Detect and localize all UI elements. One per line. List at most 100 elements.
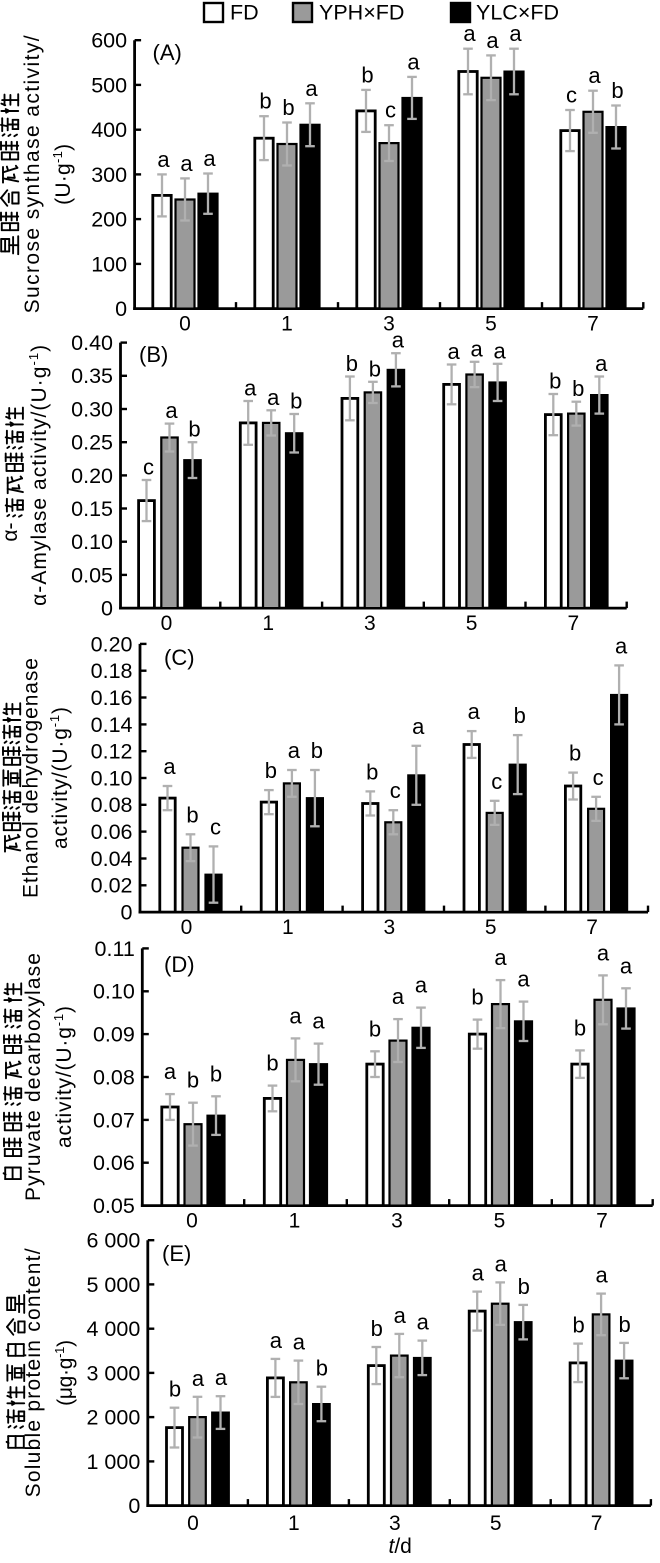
svg-text:YPH×FD: YPH×FD (319, 1, 404, 25)
svg-text:c: c (210, 814, 221, 839)
svg-text:a: a (509, 21, 522, 46)
svg-text:1: 1 (281, 313, 293, 336)
svg-text:400: 400 (91, 118, 127, 142)
svg-text:0.08: 0.08 (93, 1065, 135, 1089)
svg-text:α-Amylase activity/(U·g-1): α-Amylase activity/(U·g-1) (26, 345, 51, 606)
svg-text:b: b (569, 741, 581, 766)
svg-text:b: b (186, 802, 198, 827)
svg-text:a: a (270, 1328, 283, 1353)
svg-text:a: a (305, 76, 318, 101)
svg-text:0.10: 0.10 (71, 530, 113, 554)
svg-text:b: b (618, 1312, 630, 1337)
svg-text:Ethanol dehydrogenase: Ethanol dehydrogenase (20, 658, 43, 898)
svg-text:0: 0 (128, 1494, 140, 1518)
svg-text:(A): (A) (153, 40, 182, 65)
svg-text:YLC×FD: YLC×FD (476, 1, 559, 25)
svg-text:α-: α- (0, 523, 22, 542)
svg-text:3: 3 (391, 1210, 403, 1233)
svg-text:b: b (346, 351, 358, 376)
svg-text:600: 600 (91, 29, 127, 53)
svg-text:a: a (165, 398, 178, 423)
svg-text:a: a (164, 1059, 177, 1084)
svg-text:b: b (361, 62, 373, 87)
svg-text:b: b (290, 389, 302, 414)
svg-text:5 000: 5 000 (86, 1273, 140, 1297)
svg-text:a: a (447, 339, 460, 364)
svg-text:7: 7 (596, 1210, 608, 1233)
svg-text:b: b (259, 89, 271, 114)
svg-text:0.14: 0.14 (91, 713, 133, 737)
svg-text:b: b (549, 369, 561, 394)
svg-text:0.05: 0.05 (71, 563, 113, 587)
svg-text:0.18: 0.18 (91, 659, 133, 683)
svg-text:0: 0 (186, 1210, 198, 1233)
svg-text:Pyruvate decarboxylase: Pyruvate decarboxylase (22, 953, 45, 1201)
svg-text:a: a (312, 1009, 325, 1034)
svg-text:0.06: 0.06 (91, 820, 133, 844)
svg-text:a: a (415, 973, 428, 998)
svg-text:0.35: 0.35 (71, 364, 113, 388)
svg-text:(μg·g-1): (μg·g-1) (52, 1340, 77, 1406)
svg-text:0.10: 0.10 (93, 980, 135, 1004)
svg-text:b: b (369, 356, 381, 381)
svg-text:6 000: 6 000 (86, 1229, 140, 1253)
svg-text:b: b (369, 1016, 381, 1041)
svg-text:a: a (417, 1310, 430, 1335)
svg-text:0.06: 0.06 (93, 1151, 135, 1175)
svg-text:a: a (495, 1251, 508, 1276)
svg-text:0.16: 0.16 (91, 686, 133, 710)
svg-text:0.15: 0.15 (71, 497, 113, 521)
svg-text:7: 7 (586, 916, 598, 939)
svg-text:0: 0 (121, 901, 133, 925)
svg-text:0: 0 (187, 1512, 199, 1535)
svg-text:3 000: 3 000 (86, 1361, 140, 1385)
svg-text:0.08: 0.08 (91, 793, 133, 817)
svg-text:7: 7 (591, 1512, 603, 1535)
svg-text:0: 0 (115, 297, 127, 321)
svg-text:a: a (394, 1303, 407, 1328)
svg-text:5: 5 (485, 916, 497, 939)
svg-text:c: c (143, 455, 154, 480)
svg-text:c: c (390, 778, 401, 803)
svg-text:a: a (494, 945, 507, 970)
svg-text:b: b (210, 1061, 222, 1086)
svg-text:a: a (597, 940, 610, 965)
svg-text:a: a (163, 754, 176, 779)
svg-text:b: b (514, 703, 526, 728)
svg-text:FD: FD (230, 1, 259, 25)
svg-text:a: a (267, 385, 280, 410)
svg-text:0.20: 0.20 (91, 632, 133, 656)
svg-text:b: b (518, 1274, 530, 1299)
svg-text:a: a (157, 147, 170, 172)
svg-text:b: b (366, 759, 378, 784)
svg-text:b: b (572, 1313, 584, 1338)
svg-text:a: a (470, 336, 483, 361)
svg-text:a: a (244, 376, 257, 401)
svg-text:0.05: 0.05 (93, 1194, 135, 1218)
svg-text:a: a (180, 151, 193, 176)
svg-text:1: 1 (289, 1210, 301, 1233)
svg-text:0.30: 0.30 (71, 397, 113, 421)
svg-text:c: c (385, 98, 396, 123)
svg-text:(D): (D) (164, 952, 195, 977)
svg-text:b: b (611, 78, 623, 103)
svg-text:5: 5 (466, 612, 478, 635)
svg-text:0: 0 (179, 313, 191, 336)
svg-text:b: b (316, 1356, 328, 1381)
svg-text:300: 300 (91, 163, 127, 187)
svg-text:a: a (215, 1365, 228, 1390)
svg-text:b: b (266, 1051, 278, 1076)
svg-text:b: b (574, 1015, 586, 1040)
svg-text:3: 3 (364, 612, 376, 635)
svg-text:5: 5 (490, 1512, 502, 1535)
svg-text:a: a (192, 1366, 205, 1391)
svg-text:c: c (566, 83, 577, 108)
svg-text:3: 3 (383, 313, 395, 336)
svg-text:a: a (615, 633, 628, 658)
svg-text:Soluble protein content/: Soluble protein content/ (22, 1248, 45, 1497)
svg-text:b: b (169, 1377, 181, 1402)
svg-text:0.04: 0.04 (91, 847, 133, 871)
svg-text:a: a (486, 28, 499, 53)
svg-text:4 000: 4 000 (86, 1317, 140, 1341)
svg-text:a: a (620, 953, 633, 978)
